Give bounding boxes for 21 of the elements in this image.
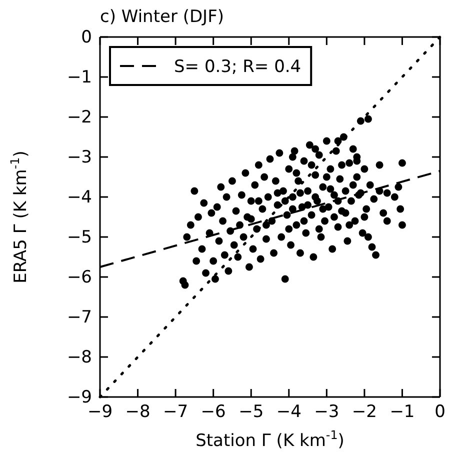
y-tick-label: −3 [66, 147, 92, 168]
y-tick-label: −7 [66, 307, 92, 328]
x-tick-label: 0 [434, 402, 446, 422]
x-tick-label: −1 [390, 402, 415, 422]
x-tick-label: −7 [163, 402, 188, 422]
x-tick-label: −4 [276, 402, 302, 422]
x-tick-label: −5 [238, 402, 264, 422]
x-tick-label: −8 [125, 402, 150, 422]
y-tick-label: −4 [66, 187, 92, 208]
y-tick-label: 0 [81, 27, 92, 48]
y-tick-label: −8 [66, 347, 92, 368]
y-tick-label: −1 [66, 67, 92, 88]
x-tick-label: −6 [200, 402, 226, 422]
legend-label: S= 0.3; R= 0.4 [174, 57, 302, 77]
y-tick-label: −6 [66, 267, 92, 288]
x-tick-label: −3 [314, 402, 340, 422]
chart-title: c) Winter (DJF) [100, 7, 224, 27]
x-axis-title: Station Γ (K km$^{-1}$) [196, 428, 344, 451]
y-tick-label: −5 [66, 227, 92, 248]
y-tick-label: −2 [66, 107, 92, 128]
x-tick-label: −2 [352, 402, 377, 422]
